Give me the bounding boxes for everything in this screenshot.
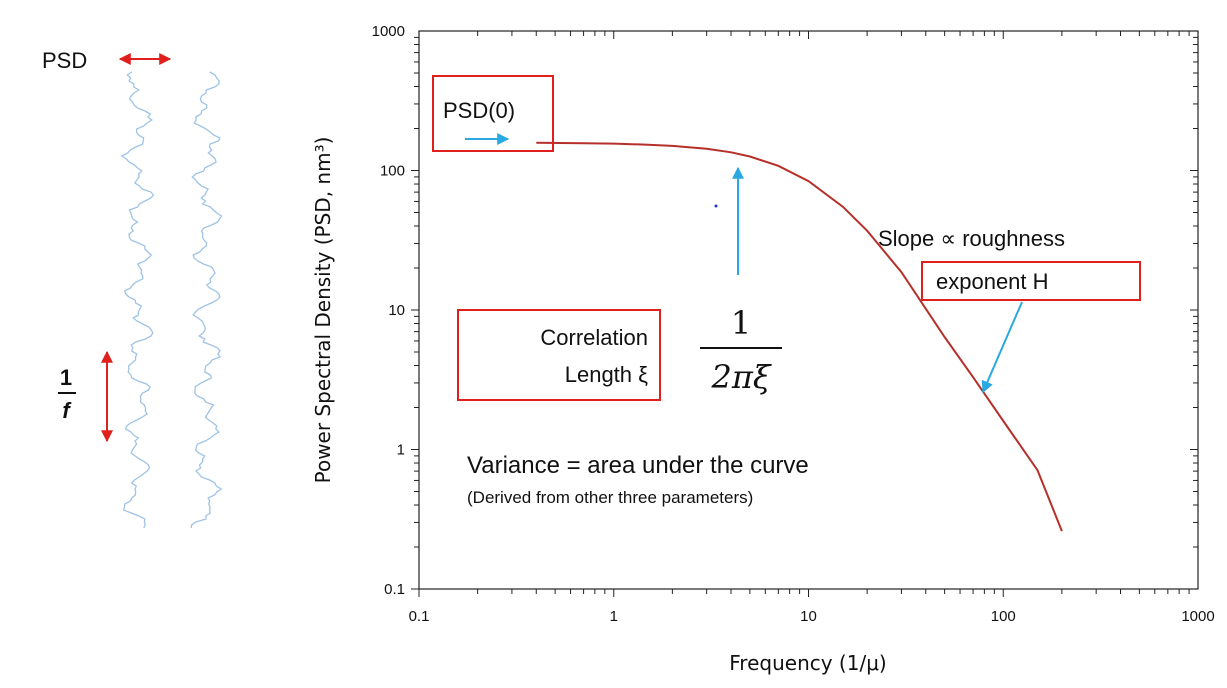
y-tick-label: 100 [380,163,405,180]
roughness-box [921,261,1141,301]
x-tick-label: 1000 [1181,608,1214,625]
left-panel: PSD 1 f [42,48,223,529]
fraction-denominator: 2πξ [710,358,771,396]
one-over-f-denominator: f [62,398,72,423]
psd-label: PSD [42,48,87,73]
correlation-line2: Length ξ [565,362,648,387]
one-over-f-numerator: 1 [60,365,72,390]
psd0-box [432,75,554,152]
x-tick-label: 1 [610,608,618,625]
y-tick-label: 0.1 [384,581,405,598]
derived-text: (Derived from other three parameters) [467,488,753,507]
axis-ticks [411,31,1198,597]
correlation-box [457,309,661,401]
slope-arrow [981,301,1023,394]
y-tick-label: 1 [397,442,405,459]
fraction-numerator: 1 [731,304,751,342]
y-axis-title: Power Spectral Density (PSD, nm³) [311,137,335,484]
tick-labels: 0.1 1 10 100 1000 0.1 1 10 100 1000 [372,23,1215,625]
psd-chart: 0.1 1 10 100 1000 0.1 1 10 100 1000 Frequency (1/… [311,23,1215,675]
x-axis-title: Frequency (1/μ) [729,651,886,675]
psd0-label: PSD(0) [443,98,515,123]
x-tick-label: 100 [991,608,1016,625]
slope-line1: Slope ∝ roughness [878,226,1065,251]
y-tick-label: 10 [388,302,405,319]
correlation-line1: Correlation [540,325,648,350]
x-tick-label: 10 [800,608,817,625]
psd-curve [536,141,1063,532]
stray-dot [714,204,718,208]
surface-trace-right [190,71,223,529]
y-tick-label: 1000 [372,23,405,40]
slope-line2: exponent H [936,269,1049,294]
surface-trace-left [120,71,155,529]
x-tick-label: 0.1 [409,608,430,625]
variance-text: Variance = area under the curve [467,452,809,479]
